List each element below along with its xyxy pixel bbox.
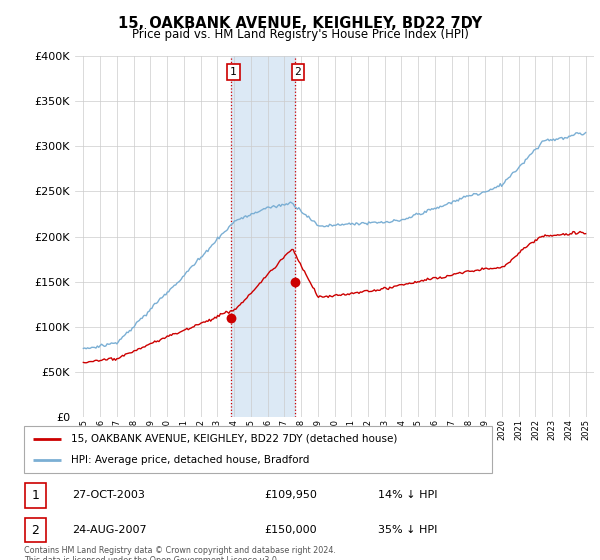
Text: 2: 2 [294,67,301,77]
Text: 27-OCT-2003: 27-OCT-2003 [72,491,145,500]
FancyBboxPatch shape [25,483,46,508]
Point [226,314,236,323]
FancyBboxPatch shape [24,426,492,473]
FancyBboxPatch shape [25,518,46,543]
Text: £109,950: £109,950 [264,491,317,500]
Text: Price paid vs. HM Land Registry's House Price Index (HPI): Price paid vs. HM Land Registry's House … [131,28,469,41]
Bar [231,56,295,417]
Text: 1: 1 [230,67,237,77]
Text: 15, OAKBANK AVENUE, KEIGHLEY, BD22 7DY: 15, OAKBANK AVENUE, KEIGHLEY, BD22 7DY [118,16,482,31]
Text: Contains HM Land Registry data © Crown copyright and database right 2024.
This d: Contains HM Land Registry data © Crown c… [24,546,336,560]
Text: 15, OAKBANK AVENUE, KEIGHLEY, BD22 7DY (detached house): 15, OAKBANK AVENUE, KEIGHLEY, BD22 7DY (… [71,434,397,444]
Point [290,277,300,286]
Text: £150,000: £150,000 [264,525,317,535]
Text: 14% ↓ HPI: 14% ↓ HPI [378,491,437,500]
Text: 1: 1 [31,489,40,502]
Text: 35% ↓ HPI: 35% ↓ HPI [378,525,437,535]
Text: 2: 2 [31,524,40,536]
Text: HPI: Average price, detached house, Bradford: HPI: Average price, detached house, Brad… [71,455,309,465]
Text: 24-AUG-2007: 24-AUG-2007 [72,525,146,535]
